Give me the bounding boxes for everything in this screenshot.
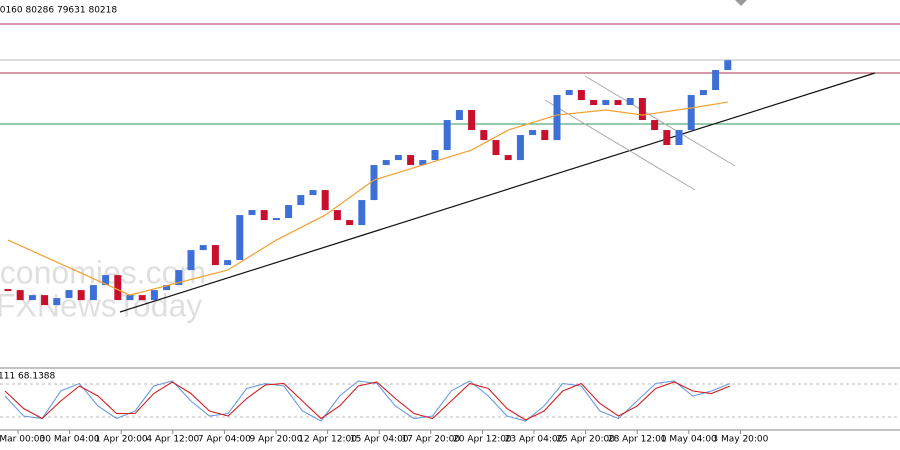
candle [272, 218, 280, 221]
x-tick-label: 1 May 04:00 [661, 435, 717, 445]
candle [651, 120, 659, 131]
candle [663, 130, 671, 146]
x-tick-label: 3 May 20:00 [712, 435, 768, 445]
candle [4, 289, 12, 292]
channel-line [544, 99, 696, 191]
watermark: FXNewsToday [0, 287, 202, 323]
candle [114, 275, 122, 301]
x-tick-label: 30 Mar 04:00 [40, 435, 100, 445]
ohlc-header: 80160 80286 79631 80218 [0, 6, 117, 16]
x-tick-label: 7 Mar 00:00 [0, 435, 45, 445]
candle [28, 295, 36, 301]
x-tick-label: 1 Apr 20:00 [95, 435, 148, 445]
moving-average [7, 101, 728, 296]
x-tick-label: 15 Apr 04:00 [350, 435, 409, 445]
candle [419, 160, 427, 166]
x-tick-label: 20 Apr 12:00 [453, 435, 512, 445]
candle [41, 295, 49, 306]
candle [358, 200, 366, 226]
x-tick-label: 25 Apr 20:00 [556, 435, 615, 445]
candle [443, 120, 451, 151]
shift-marker [735, 0, 747, 6]
candle [407, 155, 415, 166]
x-tick-label: 12 Apr 12:00 [298, 435, 357, 445]
candle [187, 250, 195, 271]
candle [53, 298, 61, 306]
candle [712, 70, 720, 91]
candle [614, 100, 622, 106]
candle [333, 210, 341, 221]
x-tick-label: 17 Apr 20:00 [401, 435, 460, 445]
candle [480, 130, 488, 141]
candle [321, 190, 329, 211]
candle [626, 98, 634, 106]
candle [455, 110, 463, 121]
candle [77, 290, 85, 301]
candle [285, 205, 293, 219]
candle [309, 190, 317, 196]
candle [224, 260, 232, 266]
x-tick-label: 7 Apr 04:00 [198, 435, 251, 445]
candle [699, 90, 707, 96]
x-tick-label: 23 Apr 04:00 [505, 435, 564, 445]
candle [516, 135, 524, 161]
candle [504, 155, 512, 161]
candle [638, 98, 646, 121]
candle [346, 220, 354, 226]
x-tick-label: 9 Apr 20:00 [250, 435, 303, 445]
trend-line [119, 72, 876, 313]
candle [687, 95, 695, 131]
candle [675, 130, 683, 146]
candle [590, 100, 598, 106]
candle [577, 90, 585, 101]
oscillator-label: 111 68.1388 [0, 372, 56, 382]
candle [370, 165, 378, 201]
candle [236, 215, 244, 261]
candle [89, 285, 97, 301]
x-tick-label: 28 Apr 12:00 [608, 435, 667, 445]
candle [102, 275, 110, 286]
candle [248, 210, 256, 216]
candle [150, 290, 158, 301]
candle [394, 155, 402, 161]
candle [492, 140, 500, 156]
candle [565, 90, 573, 96]
oscillator-line [4, 381, 731, 421]
candle [211, 245, 219, 266]
candle [65, 290, 73, 299]
candle [138, 295, 146, 301]
candle [382, 160, 390, 166]
candle [16, 290, 24, 301]
channel-line [584, 75, 736, 167]
oscillator-line [4, 380, 731, 422]
candle [163, 285, 171, 291]
candle [260, 210, 268, 221]
candle [602, 100, 610, 106]
candle [126, 295, 134, 301]
candle [175, 270, 183, 286]
candle [529, 130, 537, 136]
candle [468, 110, 476, 131]
candle [297, 195, 305, 206]
candle [431, 150, 439, 161]
candle [724, 60, 732, 71]
candle [541, 130, 549, 141]
x-tick-label: 4 Apr 12:00 [146, 435, 199, 445]
candle [199, 245, 207, 251]
candle [553, 95, 561, 141]
